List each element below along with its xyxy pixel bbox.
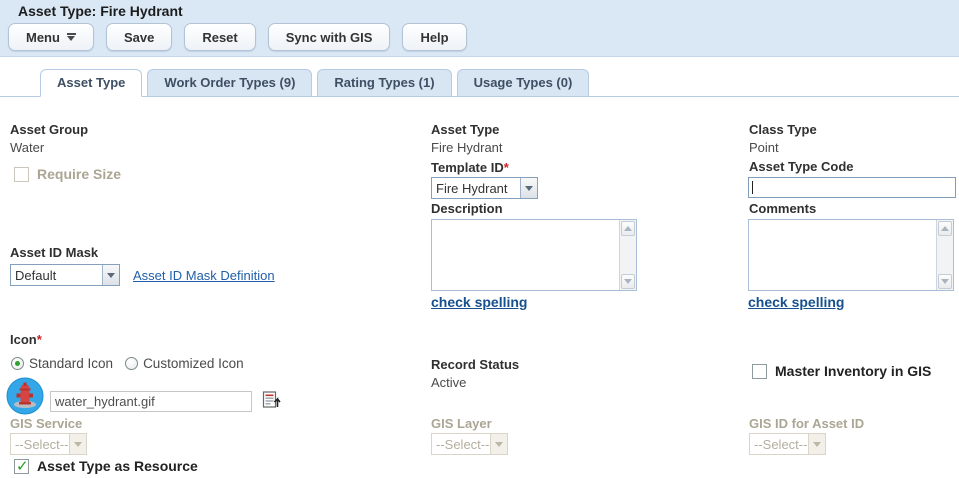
asset-type-label: Asset Type [431, 122, 500, 137]
icon-label: Icon* [10, 331, 42, 349]
comments-textarea[interactable] [748, 219, 954, 291]
template-id-value: Fire Hydrant [436, 180, 508, 196]
help-button-label: Help [420, 29, 449, 45]
record-status-label: Record Status [431, 357, 520, 372]
asset-type-as-resource-checkbox[interactable] [14, 457, 29, 475]
sync-with-gis-button-label: Sync with GIS [285, 29, 373, 45]
dropdown-arrow-icon [102, 265, 119, 285]
tab-asset-type[interactable]: Asset Type [40, 69, 143, 97]
gis-id-for-asset-id-value: --Select-- [754, 436, 808, 452]
tab-rating-types-label: Rating Types (1) [334, 75, 435, 90]
require-size-field: Require Size [14, 166, 121, 182]
icon-picker-button[interactable] [261, 390, 281, 410]
standard-icon-label: Standard Icon [29, 356, 114, 371]
tab-asset-type-label: Asset Type [57, 75, 126, 90]
text-cursor [752, 181, 753, 194]
description-scrollbar[interactable] [619, 220, 636, 290]
asset-type-code-label: Asset Type Code [749, 159, 854, 174]
template-id-label: Template ID* [431, 159, 509, 177]
standard-icon-radio[interactable] [11, 357, 24, 370]
master-inventory-checkbox[interactable] [752, 363, 767, 379]
master-inventory-label: Master Inventory in GIS [775, 363, 932, 379]
header-bar: Asset Type: Fire Hydrant Menu Save Reset… [0, 0, 959, 57]
tab-work-order-types-label: Work Order Types (9) [164, 75, 296, 90]
comments-text [749, 220, 936, 290]
template-id-label-text: Template ID [431, 160, 504, 175]
asset-group-value: Water [10, 140, 45, 155]
asset-id-mask-select[interactable]: Default [10, 264, 120, 286]
gis-service-value: --Select-- [15, 436, 69, 452]
asset-id-mask-label: Asset ID Mask [10, 245, 99, 260]
tab-usage-types-label: Usage Types (0) [473, 75, 573, 90]
asset-id-mask-value: Default [15, 267, 57, 283]
reset-button[interactable]: Reset [184, 23, 256, 51]
asset-type-as-resource-label: Asset Type as Resource [37, 458, 198, 474]
tab-work-order-types[interactable]: Work Order Types (9) [147, 69, 313, 97]
save-button[interactable]: Save [105, 23, 173, 51]
dropdown-arrow-icon [69, 434, 86, 454]
require-size-label: Require Size [37, 166, 122, 182]
comments-label: Comments [749, 201, 817, 216]
icon-file-input[interactable] [50, 391, 252, 412]
gis-layer-select: --Select-- [431, 433, 508, 455]
tab-usage-types[interactable]: Usage Types (0) [456, 69, 590, 97]
icon-type-radio-group: Standard Icon Customized Icon [11, 356, 244, 371]
require-size-checkbox [14, 166, 29, 182]
gis-id-for-asset-id-label: GIS ID for Asset ID [749, 416, 865, 431]
sync-with-gis-button[interactable]: Sync with GIS [267, 23, 391, 51]
fire-hydrant-icon [6, 377, 44, 415]
template-id-select[interactable]: Fire Hydrant [431, 177, 538, 199]
comments-check-spelling-link[interactable]: check spelling [748, 294, 845, 310]
customized-icon-radio[interactable] [125, 357, 139, 370]
comments-scrollbar[interactable] [936, 220, 953, 290]
dropdown-arrow-icon [520, 178, 537, 198]
class-type-value: Point [749, 140, 779, 155]
scroll-down-button[interactable] [621, 274, 635, 289]
reset-button-label: Reset [202, 29, 238, 45]
master-inventory-field: Master Inventory in GIS [752, 363, 931, 379]
page-title: Asset Type: Fire Hydrant [18, 3, 183, 19]
record-status-value: Active [431, 375, 467, 390]
dropdown-arrow-icon [808, 434, 825, 454]
icon-required-mark: * [36, 332, 42, 347]
toolbar: Menu Save Reset Sync with GIS Help [8, 23, 467, 51]
description-text [432, 220, 619, 290]
tab-bar: Asset Type Work Order Types (9) Rating T… [0, 68, 959, 97]
gis-layer-value: --Select-- [436, 436, 490, 452]
scroll-up-button[interactable] [621, 221, 635, 236]
menu-button[interactable]: Menu [8, 23, 94, 51]
menu-dropdown-icon [66, 33, 76, 41]
save-button-label: Save [123, 29, 155, 45]
description-label: Description [431, 201, 503, 216]
gis-layer-label: GIS Layer [431, 416, 492, 431]
tab-rating-types[interactable]: Rating Types (1) [317, 69, 452, 97]
scroll-down-button[interactable] [938, 274, 952, 289]
template-id-required-mark: * [503, 160, 509, 175]
asset-type-value: Fire Hydrant [431, 140, 503, 155]
asset-type-as-resource-field: Asset Type as Resource [14, 457, 198, 475]
customized-icon-label: Customized Icon [143, 356, 244, 371]
asset-type-code-input[interactable] [748, 177, 956, 198]
dropdown-arrow-icon [490, 434, 507, 454]
asset-id-mask-definition-link[interactable]: Asset ID Mask Definition [133, 268, 275, 283]
asset-group-label: Asset Group [10, 122, 89, 137]
gis-service-select: --Select-- [10, 433, 87, 455]
description-textarea[interactable] [431, 219, 637, 291]
class-type-label: Class Type [749, 122, 817, 137]
gis-service-label: GIS Service [10, 416, 83, 431]
help-button[interactable]: Help [402, 23, 467, 51]
menu-button-label: Menu [26, 29, 60, 45]
icon-label-text: Icon [10, 332, 37, 347]
description-check-spelling-link[interactable]: check spelling [431, 294, 528, 310]
scroll-up-button[interactable] [938, 221, 952, 236]
gis-id-for-asset-id-select: --Select-- [749, 433, 826, 455]
